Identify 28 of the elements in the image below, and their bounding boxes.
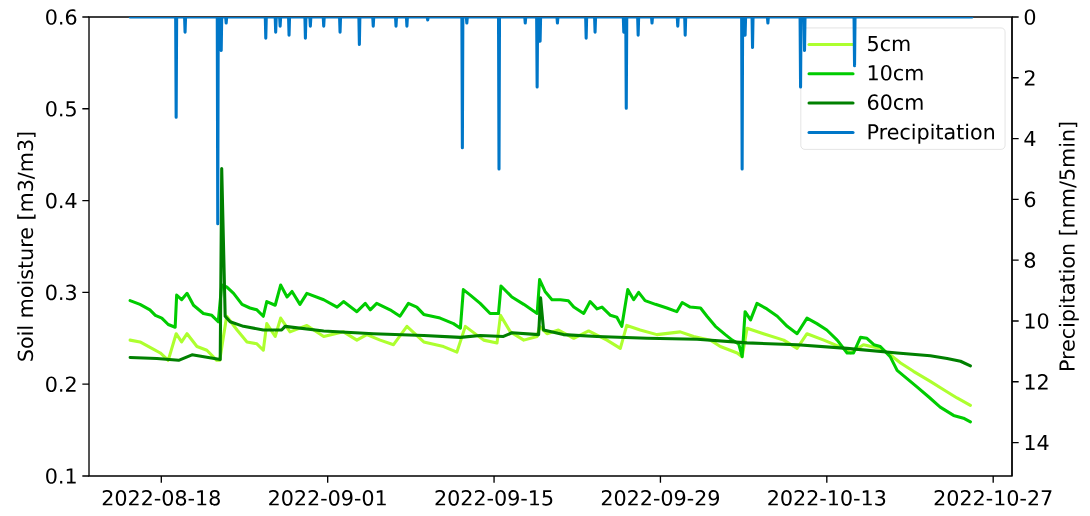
y-tick-label: 0.2: [46, 376, 76, 392]
legend-label: 5cm: [868, 35, 910, 52]
y-axis-title: Soil moisture [m3/m3]: [17, 132, 36, 361]
x-tick-label: 2022-08-18: [102, 490, 220, 506]
y2-tick-label: 4: [1024, 131, 1036, 147]
y2-tick-label: 6: [1024, 191, 1036, 208]
legend-label: Precipitation: [868, 123, 994, 144]
x-tick-label: 2022-10-27: [934, 490, 1052, 506]
line-series: [128, 166, 972, 368]
y2-axis-title: Precipitation [mm/5min]: [1058, 122, 1079, 371]
y-tick-label: 0.3: [46, 284, 76, 301]
x-tick-label: 2022-09-01: [269, 490, 386, 506]
y2-tick-label: 14: [1025, 435, 1049, 451]
y2-tick-label: 12: [1025, 374, 1048, 390]
legend-label: 60cm: [868, 94, 923, 110]
line-series: [128, 278, 972, 424]
y-tick-label: 0.1: [46, 468, 76, 484]
y-tick-label: 0.5: [46, 100, 76, 117]
y2-tick-label: 2: [1024, 70, 1035, 86]
y-tick-label: 0.4: [46, 192, 77, 209]
y2-tick-label: 8: [1024, 252, 1036, 268]
legend-label: 10cm: [868, 65, 923, 81]
y2-tick-label: 10: [1025, 313, 1049, 329]
y2-tick-label: 0: [1024, 9, 1036, 25]
x-tick-label: 2022-09-15: [435, 490, 553, 506]
x-tick-label: 2022-10-13: [768, 490, 886, 506]
x-tick-label: 2022-09-29: [601, 490, 719, 506]
y-tick-label: 0.6: [46, 9, 77, 25]
